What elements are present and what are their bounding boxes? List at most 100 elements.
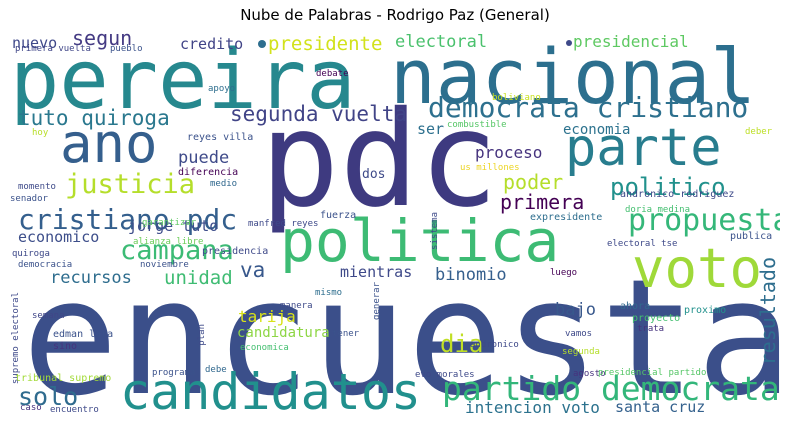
cloud-word: momento	[18, 182, 56, 192]
cloud-word: alianza libre	[133, 237, 204, 247]
cloud-word: plan	[197, 324, 207, 346]
cloud-word: segunda	[562, 347, 600, 357]
cloud-dot-mark	[566, 40, 572, 46]
cloud-word: medio	[210, 179, 238, 189]
cloud-word: propuesta	[628, 203, 780, 238]
cloud-word: caso	[20, 403, 42, 413]
cloud-word: deber	[745, 127, 773, 137]
cloud-word: electoral	[395, 32, 488, 52]
cloud-word: politica	[280, 207, 560, 275]
cloud-word: manfred reyes	[248, 219, 319, 229]
cloud-word: ano	[60, 112, 158, 175]
cloud-word: candidatura	[237, 325, 330, 341]
cloud-word: luego	[550, 268, 578, 278]
cloud-word: jorge tuto	[128, 217, 219, 235]
cloud-word: ahora	[620, 301, 651, 312]
cloud-word: tuto quiroga	[18, 106, 170, 130]
chart-title: Nube de Palabras - Rodrigo Paz (General)	[240, 6, 550, 24]
cloud-word: quiroga	[12, 249, 50, 259]
cloud-word: candidatos	[120, 363, 422, 418]
cloud-word: senador	[10, 194, 48, 204]
cloud-word: debe	[205, 365, 227, 375]
cloud-word: segunda vuelta	[230, 102, 408, 126]
cloud-word: fuerza	[320, 210, 357, 221]
word-cloud: encuesta pdc nacional pereira politica voto ca…	[10, 32, 780, 418]
cloud-word: edman lara	[53, 329, 114, 340]
cloud-word: combustible	[447, 120, 507, 130]
cloud-word: dia	[440, 330, 484, 358]
cloud-word: parte	[565, 118, 722, 178]
cloud-word: manera	[280, 301, 313, 311]
cloud-word: dos	[362, 167, 386, 182]
cloud-word: apoyo	[208, 84, 236, 94]
cloud-word: presidente	[268, 33, 383, 55]
cloud-word: nacional	[390, 32, 757, 121]
cloud-word: credito	[180, 35, 244, 53]
cloud-word: proximo	[684, 305, 727, 316]
cloud-word: proceso	[475, 143, 543, 162]
cloud-word: noviembre	[140, 260, 189, 270]
cloud-word: democracia	[18, 260, 73, 270]
cloud-word: hoy	[32, 128, 49, 138]
cloud-word: encuesta	[22, 244, 780, 418]
cloud-word: garantizar	[142, 218, 197, 228]
cloud-word: evo morales	[415, 370, 475, 380]
cloud-word: partido democrata	[442, 369, 780, 408]
cloud-word: cristiano pdc	[18, 203, 238, 236]
cloud-word: tarija	[238, 307, 296, 326]
cloud-word: sistema	[430, 212, 440, 250]
cloud-word: primera	[500, 190, 585, 214]
cloud-word: resultado	[756, 257, 780, 366]
cloud-word: justicia	[65, 169, 196, 200]
cloud-word: doria medina	[625, 205, 691, 215]
cloud-word: unidad	[164, 267, 233, 289]
cloud-word: economia	[563, 122, 631, 138]
cloud-word: pdc	[260, 83, 499, 237]
cloud-word: voto	[632, 237, 763, 300]
cloud-word: va	[240, 258, 266, 282]
cloud-word: andronico rodriguez	[620, 189, 735, 200]
cloud-word: trata	[637, 324, 665, 334]
cloud-word: democrata cristiano	[428, 91, 749, 124]
cloud-word: politico	[610, 173, 726, 201]
cloud-word: poder	[503, 170, 564, 194]
cloud-word: semana	[32, 311, 65, 321]
cloud-word: mismo	[315, 288, 343, 298]
cloud-word: diferencia	[178, 167, 239, 178]
cloud-word: electoral tse	[607, 239, 678, 249]
cloud-word: presidencial	[573, 32, 689, 51]
cloud-word: agosto	[573, 369, 606, 379]
cloud-word: programa	[152, 368, 196, 378]
cloud-word: encuentro	[50, 405, 99, 415]
cloud-word: generar	[372, 282, 382, 320]
cloud-word: recursos	[50, 268, 132, 288]
cloud-word: sino	[53, 341, 78, 352]
cloud-word: economica	[240, 343, 289, 353]
cloud-word: intencion voto	[465, 398, 600, 417]
cloud-word: nuevo	[12, 34, 58, 52]
cloud-word: puede	[178, 148, 230, 168]
cloud-word: mientras	[340, 263, 413, 281]
cloud-word: debate	[316, 69, 349, 79]
cloud-dot-mark	[258, 40, 266, 48]
cloud-word: solo	[18, 382, 79, 411]
cloud-word: proyecto	[632, 313, 681, 324]
cloud-word: ser	[417, 120, 445, 138]
cloud-word: tener	[332, 329, 360, 339]
cloud-word: andronico	[470, 340, 519, 350]
cloud-word: segun	[72, 32, 133, 50]
cloud-word: pereira	[10, 33, 356, 128]
cloud-word: bajo	[555, 300, 596, 320]
cloud-word: supremo electoral	[11, 292, 21, 385]
cloud-word: vamos	[565, 329, 593, 339]
cloud-word: expresidente	[530, 212, 603, 223]
cloud-word: campana	[120, 235, 234, 266]
cloud-word: publica	[730, 231, 773, 242]
cloud-word: economico	[18, 228, 100, 246]
cloud-word: presidencia	[202, 246, 269, 257]
cloud-word: boliviano	[492, 93, 541, 103]
cloud-word: primera vuelta	[15, 44, 91, 54]
cloud-word: pueblo	[110, 44, 143, 54]
cloud-word: presidencial partido	[598, 368, 707, 378]
cloud-word: tribunal supremo	[15, 373, 112, 384]
